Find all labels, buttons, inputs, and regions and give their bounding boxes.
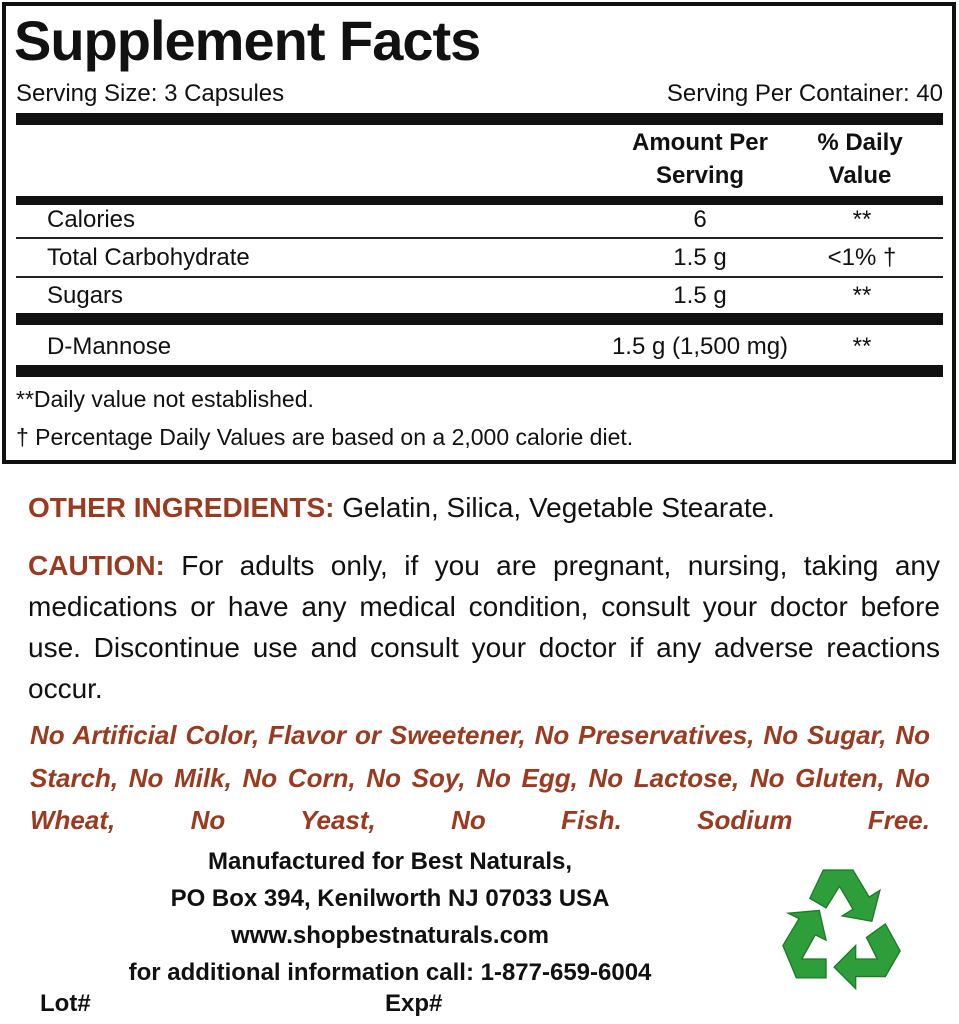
supplement-facts-panel	[2, 2, 956, 464]
row-name: Sugars	[47, 282, 124, 309]
footnote-percentage: † Percentage Daily Values are based on a…	[16, 424, 634, 450]
manufacturer-phone: for additional information call: 1-877-6…	[128, 959, 652, 986]
other-ingredients: OTHER INGREDIENTS: Gelatin, Silica, Vege…	[28, 492, 775, 524]
facts-title: Supplement Facts	[14, 9, 481, 72]
column-header-amount: Amount Per Serving	[631, 129, 768, 189]
footnote-daily-value: **Daily value not established.	[16, 386, 314, 412]
row-name: D-Mannose	[47, 333, 172, 360]
row-name: Calories	[47, 206, 136, 233]
divider-thick	[16, 365, 943, 377]
servings-per-container: Serving Per Container: 40	[666, 80, 943, 107]
caution-text: For adults only, if you are pregnant, nu…	[28, 550, 940, 704]
row-amount: 1.5 g	[673, 282, 727, 309]
manufacturer-info: Manufactured for Best Naturals, PO Box 3…	[30, 843, 750, 991]
row-dv: <1% †	[827, 244, 897, 271]
manufacturer-line: Manufactured for Best Naturals,	[207, 848, 573, 875]
divider-thin	[16, 276, 943, 278]
lot-label: Lot#	[40, 990, 91, 1017]
caution-paragraph: CAUTION: For adults only, if you are pre…	[28, 545, 940, 709]
manufacturer-website: www.shopbestnaturals.com	[231, 922, 549, 949]
row-amount: 1.5 g (1,500 mg)	[611, 333, 789, 360]
divider-thick	[16, 113, 943, 125]
row-amount: 6	[693, 206, 707, 233]
divider-thick	[16, 313, 943, 325]
free-from-statement: No Artificial Color, Flavor or Sweetener…	[30, 720, 930, 835]
other-ingredients-label: OTHER INGREDIENTS:	[28, 492, 335, 523]
recycle-icon	[782, 869, 901, 990]
exp-label: Exp#	[385, 990, 443, 1017]
caution-label: CAUTION:	[28, 550, 165, 581]
column-header-dv: % Daily Value	[817, 129, 903, 189]
serving-size: Serving Size: 3 Capsules	[16, 80, 285, 107]
divider-thick	[16, 196, 943, 205]
row-name: Total Carbohydrate	[47, 244, 250, 271]
divider-thin	[16, 237, 943, 239]
row-amount: 1.5 g	[673, 244, 727, 271]
row-dv: **	[852, 333, 872, 360]
manufacturer-address: PO Box 394, Kenilworth NJ 07033 USA	[170, 885, 610, 912]
other-ingredients-text: Gelatin, Silica, Vegetable Stearate.	[334, 492, 775, 523]
row-dv: **	[852, 206, 872, 233]
row-dv: **	[852, 282, 872, 309]
